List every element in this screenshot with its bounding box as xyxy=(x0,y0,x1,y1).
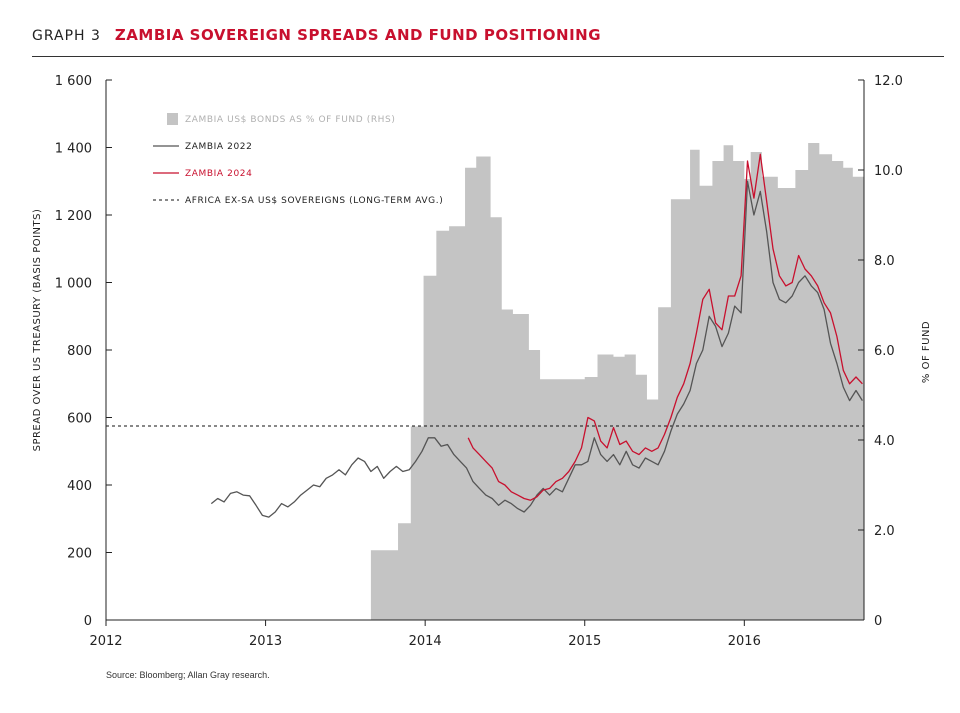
x-tick-label: 2013 xyxy=(249,634,282,649)
legend-item-fund-area: ZAMBIA US$ BONDS AS % OF FUND (RHS) xyxy=(185,115,395,125)
y-tick-label: 600 xyxy=(67,412,92,427)
header-rule xyxy=(32,56,944,57)
legend-item-zambia-2024: ZAMBIA 2024 xyxy=(185,169,252,179)
y-right-tick-label: 0 xyxy=(874,614,882,629)
y-right-axis-title: % OF FUND xyxy=(921,321,932,383)
y-right-tick-label: 12.0 xyxy=(874,74,903,89)
x-tick-label: 2014 xyxy=(409,634,442,649)
y-tick-label: 1 200 xyxy=(55,209,92,224)
y-tick-label: 800 xyxy=(67,344,92,359)
y-right-tick-label: 8.0 xyxy=(874,254,895,269)
zambia-2024-line xyxy=(467,153,863,501)
y-right-tick-label: 4.0 xyxy=(874,434,895,449)
fund-area-layer xyxy=(367,143,864,620)
legend-item-africa-avg: AFRICA EX-SA US$ SOVEREIGNS (LONG-TERM A… xyxy=(185,196,443,206)
legend-item-zambia-2022: ZAMBIA 2022 xyxy=(185,142,252,152)
y-tick-label: 1 000 xyxy=(55,277,92,292)
y-tick-label: 400 xyxy=(67,479,92,494)
x-tick-label: 2016 xyxy=(728,634,761,649)
y-right-tick-label: 6.0 xyxy=(874,344,895,359)
chart-title: ZAMBIA SOVEREIGN SPREADS AND FUND POSITI… xyxy=(114,26,602,44)
chart-header: GRAPH 3 ZAMBIA SOVEREIGN SPREADS AND FUND… xyxy=(32,26,601,44)
legend-swatch-area xyxy=(167,113,178,125)
legend: ZAMBIA US$ BONDS AS % OF FUND (RHS) ZAMBI… xyxy=(153,113,443,206)
spread-lines-layer xyxy=(210,153,863,518)
y-tick-label: 0 xyxy=(84,614,92,629)
x-tick-label: 2015 xyxy=(568,634,601,649)
axes-layer: 0 200 400 600 800 1 000 1 200 1 400 1 600 0 2.0 4.0… xyxy=(32,74,932,649)
y-tick-label: 200 xyxy=(67,547,92,562)
graph-number: GRAPH 3 xyxy=(32,28,101,44)
y-right-tick-label: 2.0 xyxy=(874,524,895,539)
y-tick-label: 1 400 xyxy=(55,142,92,157)
zambia-2022-line xyxy=(210,180,863,518)
y-axis-title: SPREAD OVER US TREASURY (BASIS POINTS) xyxy=(32,209,43,452)
fund-area-series xyxy=(367,143,864,620)
x-tick-label: 2012 xyxy=(89,634,122,649)
y-tick-label: 1 600 xyxy=(55,74,92,89)
source-note: Source: Bloomberg; Allan Gray research. xyxy=(106,670,270,680)
y-right-tick-label: 10.0 xyxy=(874,164,903,179)
